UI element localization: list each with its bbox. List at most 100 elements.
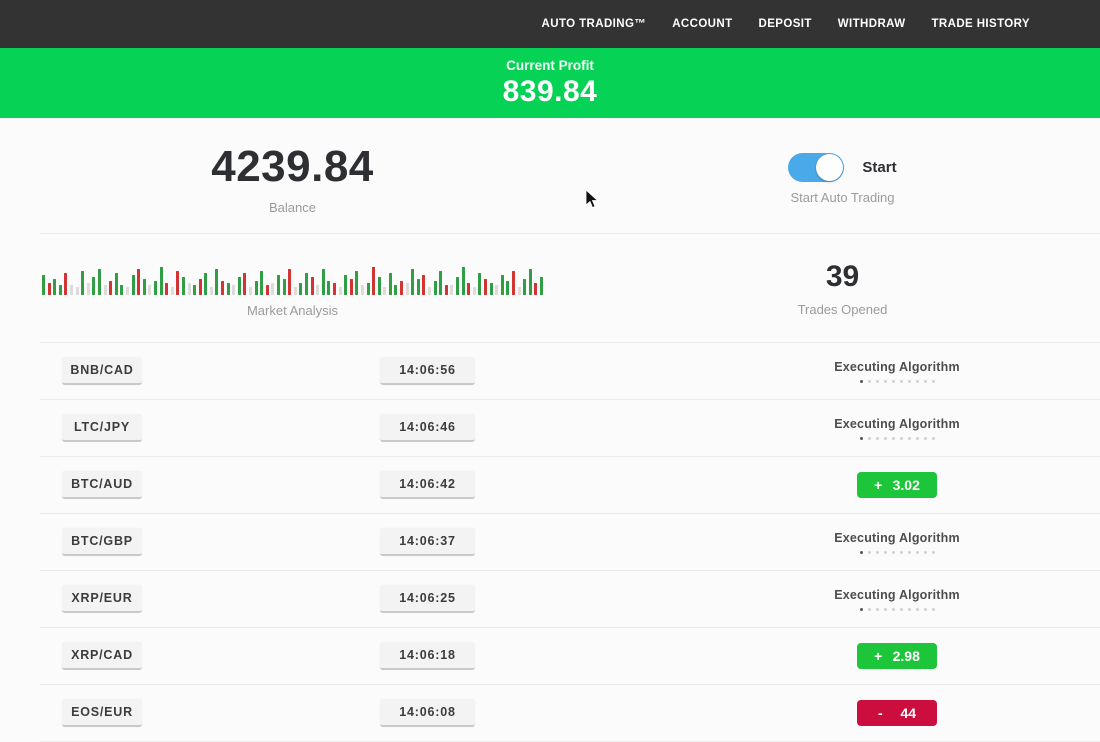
pair-badge: EOS/EUR xyxy=(62,699,142,727)
executing-algorithm-label: Executing Algorithm xyxy=(834,359,960,374)
market-bar xyxy=(450,284,454,295)
current-profit-value: 839.84 xyxy=(502,74,598,108)
market-bar xyxy=(75,286,79,295)
market-bar xyxy=(237,276,241,295)
result-sign: - xyxy=(877,705,883,721)
progress-dot xyxy=(915,550,919,554)
market-bar xyxy=(489,282,493,295)
nav-item-account[interactable]: ACCOUNT xyxy=(672,18,733,30)
market-bar xyxy=(204,272,208,295)
market-bar xyxy=(277,274,281,295)
trade-row: BNB/CAD 14:06:56 Executing Algorithm xyxy=(40,343,1100,400)
market-bar xyxy=(64,272,68,295)
progress-dot xyxy=(867,379,871,383)
trade-status: +2.98 xyxy=(782,643,1012,669)
nav-item-withdraw[interactable]: WITHDRAW xyxy=(837,18,906,30)
pair-badge: XRP/EUR xyxy=(62,585,142,613)
section-divider xyxy=(40,233,1100,234)
executing-algorithm-label: Executing Algorithm xyxy=(834,587,960,602)
progress-dots xyxy=(859,436,935,440)
progress-dot xyxy=(891,550,895,554)
market-bar xyxy=(148,284,152,295)
progress-dot xyxy=(923,607,927,611)
current-profit-banner: Current Profit 839.84 xyxy=(0,48,1100,118)
current-profit-label: Current Profit xyxy=(506,57,594,73)
market-analysis-chart xyxy=(42,259,543,295)
market-bar xyxy=(400,280,404,295)
market-bar xyxy=(243,272,247,295)
executing-algorithm-label: Executing Algorithm xyxy=(834,530,960,545)
trade-row: EOS/EUR 14:06:08 - 44 xyxy=(40,685,1100,742)
market-bar xyxy=(187,282,191,295)
pair-badge: XRP/CAD xyxy=(62,642,142,670)
progress-dot xyxy=(883,550,887,554)
market-bar xyxy=(528,268,532,295)
market-bar xyxy=(360,284,364,295)
market-bar xyxy=(405,282,409,295)
progress-dot xyxy=(931,550,935,554)
progress-dot xyxy=(859,436,863,440)
auto-trading-toggle[interactable] xyxy=(788,152,845,182)
market-bar xyxy=(349,278,353,295)
market-bar xyxy=(506,280,510,295)
nav-item-auto-trading[interactable]: AUTO TRADING™ xyxy=(541,18,647,30)
progress-dot xyxy=(859,607,863,611)
market-bar xyxy=(327,280,331,295)
pair-badge: BTC/GBP xyxy=(62,528,142,556)
progress-dot xyxy=(883,607,887,611)
trade-status: +3.02 xyxy=(782,472,1012,498)
market-bar xyxy=(42,274,46,295)
market-bar xyxy=(159,266,163,295)
market-bar xyxy=(109,280,113,295)
market-bar xyxy=(232,284,236,295)
progress-dot xyxy=(931,607,935,611)
market-bar xyxy=(98,268,102,295)
result-value: 2.98 xyxy=(892,648,920,664)
market-bar xyxy=(495,284,499,295)
market-bar xyxy=(131,274,135,295)
market-bar xyxy=(344,274,348,295)
market-bar xyxy=(366,282,370,295)
market-bar xyxy=(478,272,482,295)
progress-dot xyxy=(907,607,911,611)
market-bar xyxy=(388,272,392,295)
market-bar xyxy=(394,284,398,295)
market-bar xyxy=(304,272,308,295)
trade-time-badge: 14:06:37 xyxy=(380,528,475,556)
result-value: 44 xyxy=(900,705,917,721)
trade-time-badge: 14:06:46 xyxy=(380,414,475,442)
market-bar xyxy=(461,266,465,295)
market-bar xyxy=(170,286,174,295)
market-bar xyxy=(310,276,314,295)
market-bar xyxy=(282,278,286,295)
progress-dot xyxy=(899,436,903,440)
market-bar xyxy=(165,282,169,295)
trade-time-badge: 14:06:56 xyxy=(380,357,475,385)
profit-badge: +2.98 xyxy=(857,643,937,669)
balance-label: Balance xyxy=(269,200,316,215)
progress-dot xyxy=(907,436,911,440)
progress-dot xyxy=(915,607,919,611)
trade-time-badge: 14:06:18 xyxy=(380,642,475,670)
trade-time-badge: 14:06:42 xyxy=(380,471,475,499)
progress-dot xyxy=(907,379,911,383)
trade-time-badge: 14:06:25 xyxy=(380,585,475,613)
nav-item-deposit[interactable]: DEPOSIT xyxy=(758,18,812,30)
trade-row: LTC/JPY 14:06:46 Executing Algorithm xyxy=(40,400,1100,457)
market-section: Market Analysis 39 Trades Opened xyxy=(0,234,1100,342)
market-bar xyxy=(467,282,471,295)
market-bar xyxy=(209,286,213,295)
progress-dot xyxy=(907,550,911,554)
market-bar xyxy=(483,278,487,295)
market-bar xyxy=(215,268,219,295)
progress-dots xyxy=(859,379,935,383)
market-bar xyxy=(271,282,275,295)
trades-opened-value: 39 xyxy=(825,259,860,293)
nav-item-trade-history[interactable]: TRADE HISTORY xyxy=(931,18,1030,30)
progress-dot xyxy=(883,379,887,383)
market-bar xyxy=(265,284,269,295)
market-bar xyxy=(47,282,51,295)
market-bar xyxy=(181,276,185,295)
market-bar xyxy=(511,270,515,295)
